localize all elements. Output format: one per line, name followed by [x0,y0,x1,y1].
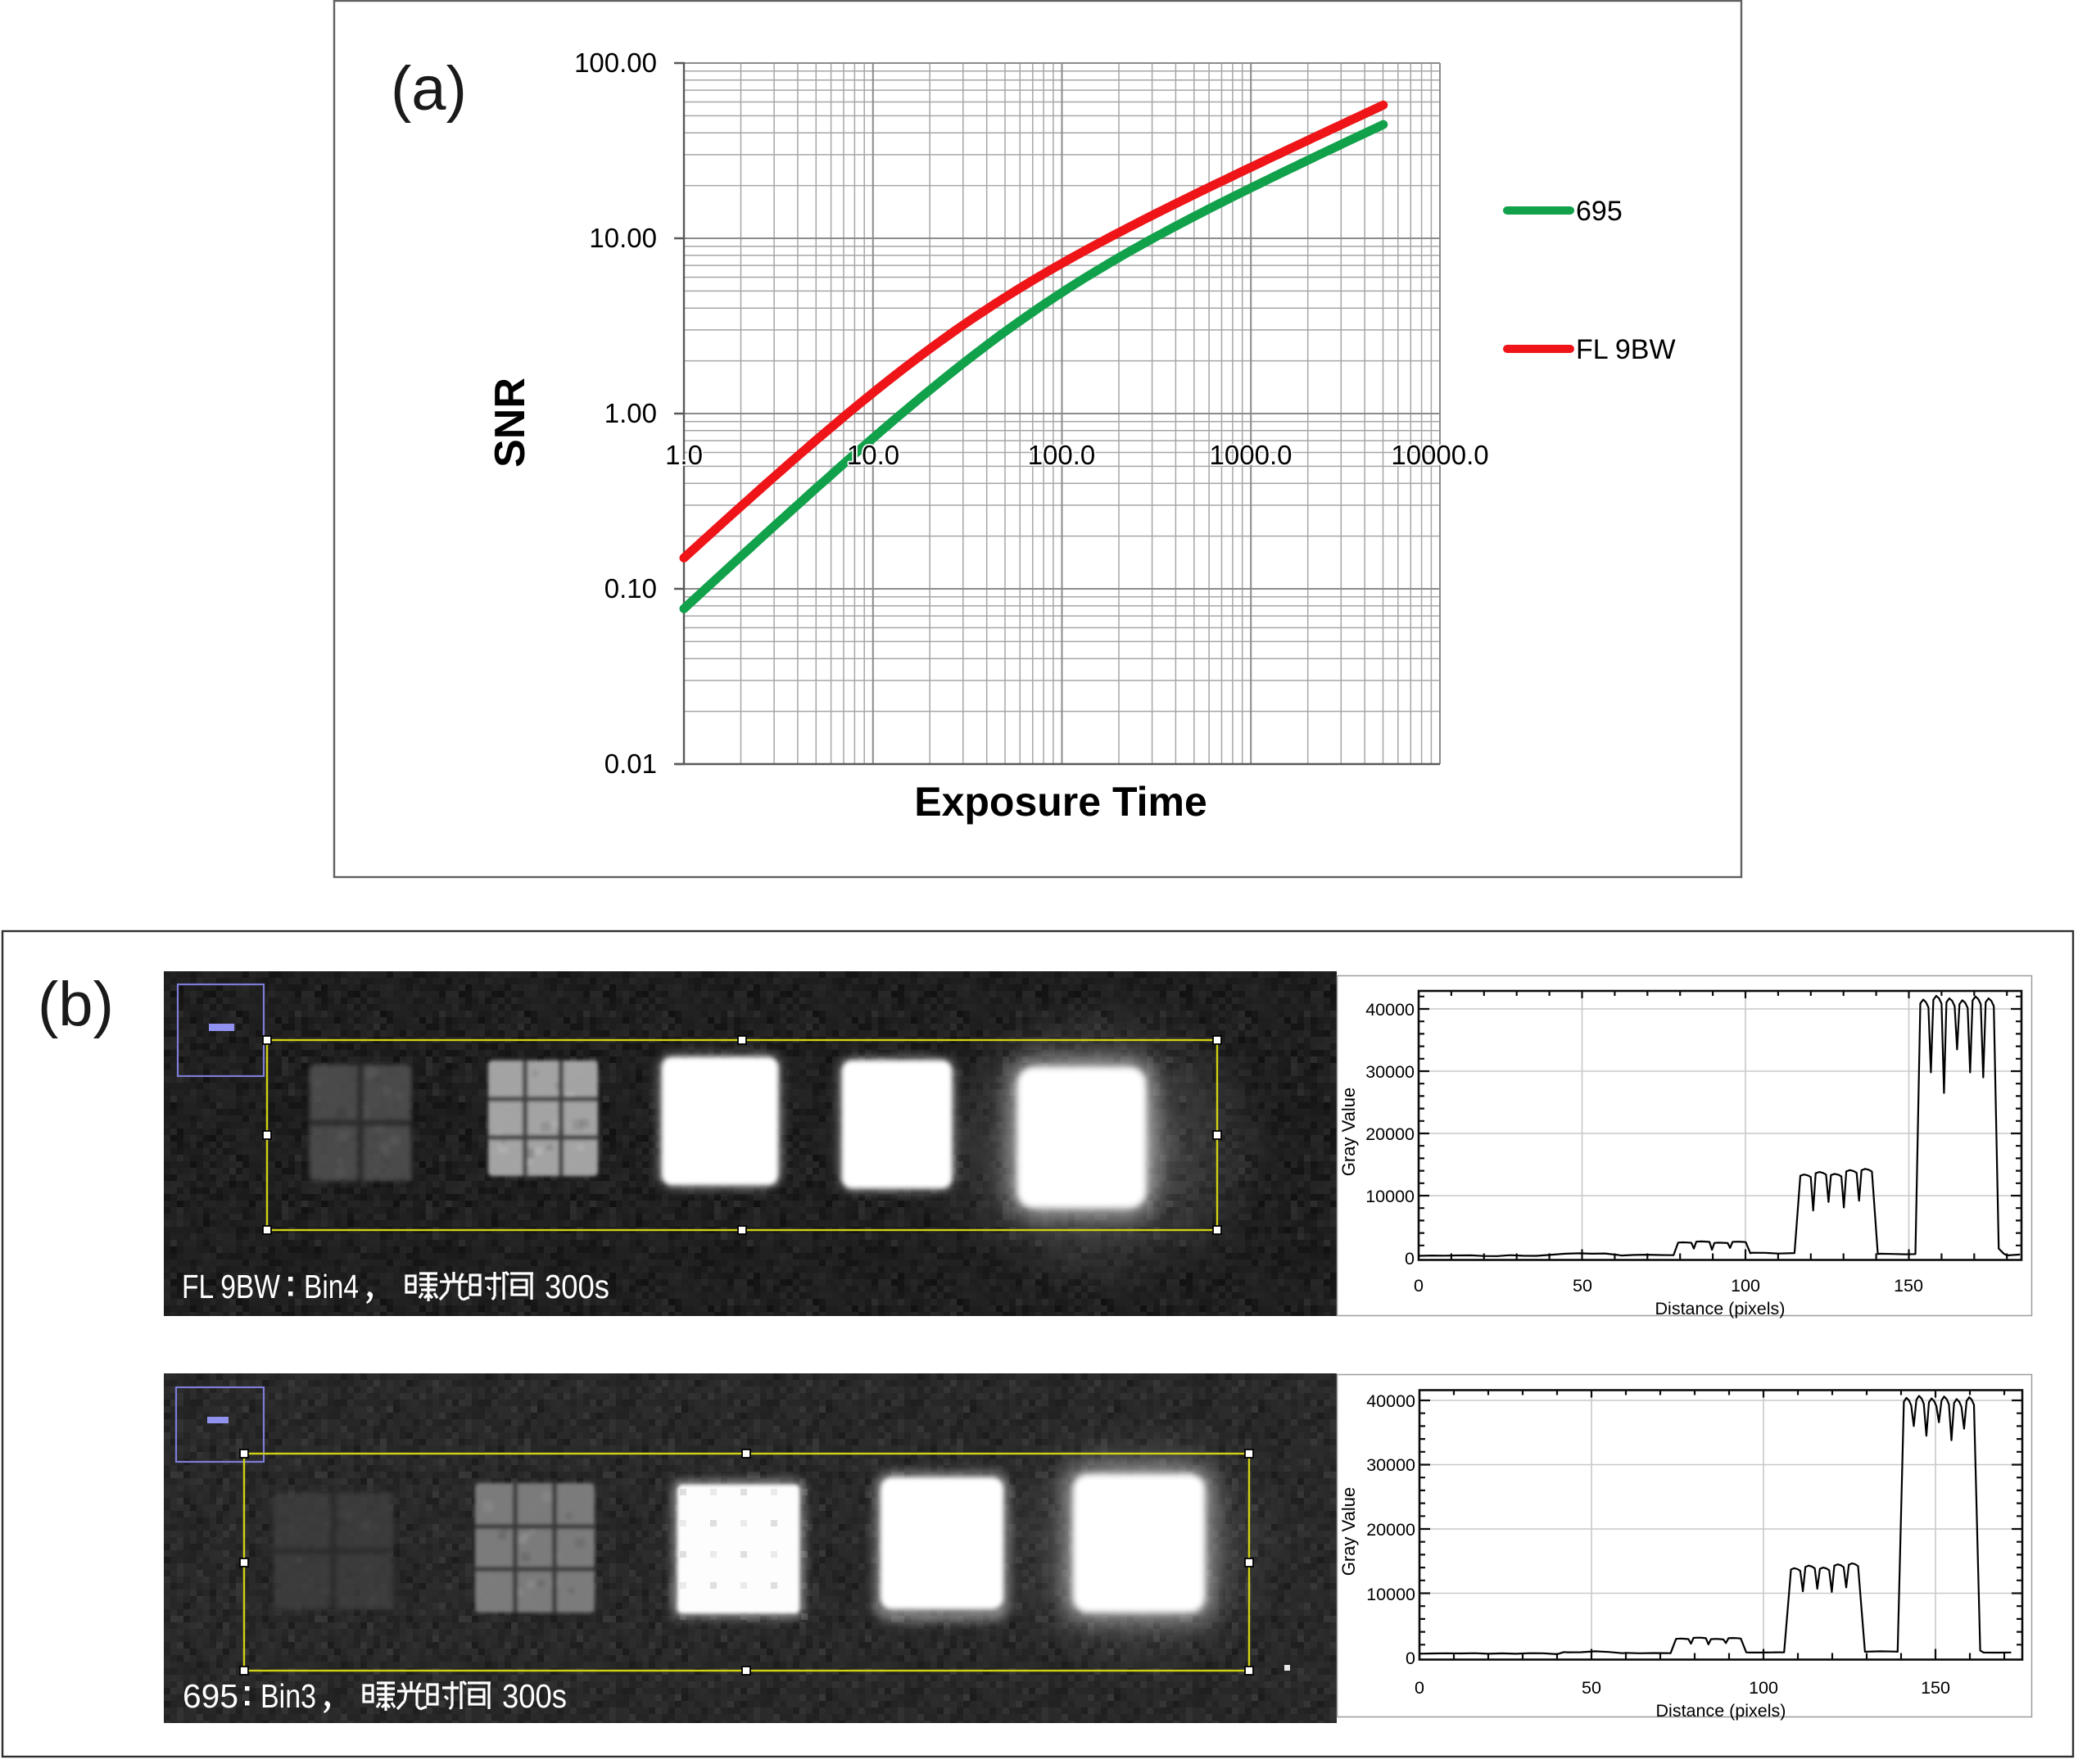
svg-text:30000: 30000 [1365,1062,1415,1082]
svg-text:0: 0 [1415,1678,1424,1698]
svg-text:100.00: 100.00 [574,47,657,78]
svg-text:300s: 300s [502,1677,567,1715]
svg-text:20000: 20000 [1365,1124,1415,1144]
svg-text:10.00: 10.00 [589,223,657,253]
svg-text:695: 695 [183,1677,238,1715]
svg-text:FL 9BW: FL 9BW [182,1268,280,1305]
svg-text:0: 0 [1405,1249,1415,1269]
svg-text:150: 150 [1921,1678,1950,1698]
svg-text:100: 100 [1731,1276,1760,1296]
svg-text:0: 0 [1414,1276,1424,1296]
svg-text:300s: 300s [545,1268,609,1305]
svg-text:695: 695 [1576,196,1623,227]
svg-text:30000: 30000 [1366,1455,1415,1475]
svg-text:1.0: 1.0 [665,440,703,470]
svg-text:Bin3: Bin3 [260,1677,316,1715]
svg-text:10.0: 10.0 [847,440,899,470]
svg-text:1000.0: 1000.0 [1210,440,1293,470]
svg-text:20000: 20000 [1366,1520,1415,1540]
svg-text:10000: 10000 [1365,1187,1415,1206]
svg-text:100.0: 100.0 [1028,440,1096,470]
svg-text:Exposure Time: Exposure Time [914,779,1207,825]
svg-text:(a): (a) [391,54,467,124]
svg-text:0: 0 [1406,1649,1415,1668]
svg-text:(b): (b) [38,970,114,1039]
svg-text:50: 50 [1573,1276,1592,1296]
svg-text:40000: 40000 [1366,1391,1415,1411]
svg-text:Gray Value: Gray Value [1338,1088,1359,1176]
svg-text:10000: 10000 [1366,1585,1415,1604]
svg-text:0.10: 0.10 [604,573,657,604]
svg-text:Distance (pixels): Distance (pixels) [1655,1299,1786,1318]
svg-text:150: 150 [1894,1276,1923,1296]
svg-text:100: 100 [1749,1678,1778,1698]
svg-text:FL 9BW: FL 9BW [1576,334,1676,365]
svg-text:50: 50 [1582,1678,1601,1698]
svg-text:1.00: 1.00 [604,398,657,428]
svg-text:SNR: SNR [487,378,534,468]
svg-text:Bin4: Bin4 [304,1268,359,1305]
svg-text:0.01: 0.01 [604,749,657,779]
svg-text:Distance (pixels): Distance (pixels) [1656,1701,1786,1721]
svg-text:10000.0: 10000.0 [1391,440,1488,470]
svg-text:40000: 40000 [1365,1000,1415,1020]
svg-text:Gray Value: Gray Value [1338,1487,1359,1576]
